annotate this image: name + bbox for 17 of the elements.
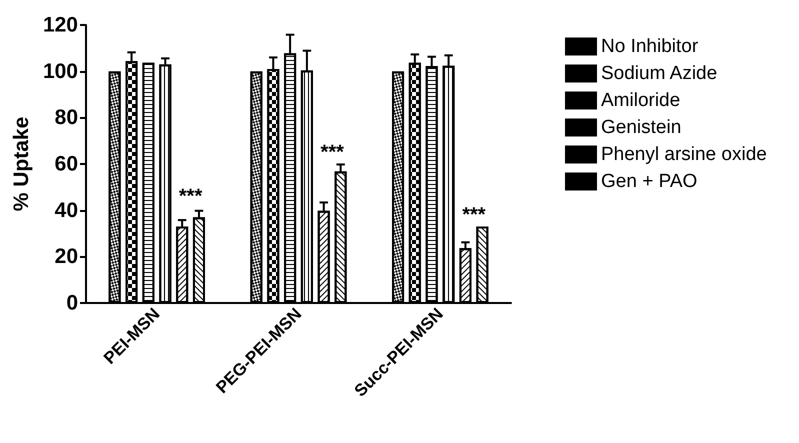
legend-label: Phenyl arsine oxide bbox=[601, 144, 767, 165]
y-tick-label: 100 bbox=[42, 60, 78, 83]
legend-label: No Inhibitor bbox=[601, 36, 699, 57]
annotation: *** bbox=[462, 204, 486, 226]
y-axis-title: % Uptake bbox=[10, 116, 34, 212]
y-tick-label: 120 bbox=[42, 14, 78, 36]
y-tick-label: 80 bbox=[54, 106, 78, 130]
annotation: *** bbox=[178, 185, 202, 208]
legend-label: Gen + PAO bbox=[601, 171, 698, 192]
annotation: *** bbox=[320, 141, 344, 164]
legend-label: Genistein bbox=[601, 117, 682, 138]
legend-label: Amiloride bbox=[601, 90, 680, 111]
y-tick-label: 40 bbox=[54, 198, 78, 222]
y-tick-label: 20 bbox=[54, 245, 78, 268]
y-tick-label: 0 bbox=[66, 292, 78, 314]
legend-label: Sodium Azide bbox=[601, 63, 718, 84]
y-tick-label: 60 bbox=[54, 152, 78, 176]
